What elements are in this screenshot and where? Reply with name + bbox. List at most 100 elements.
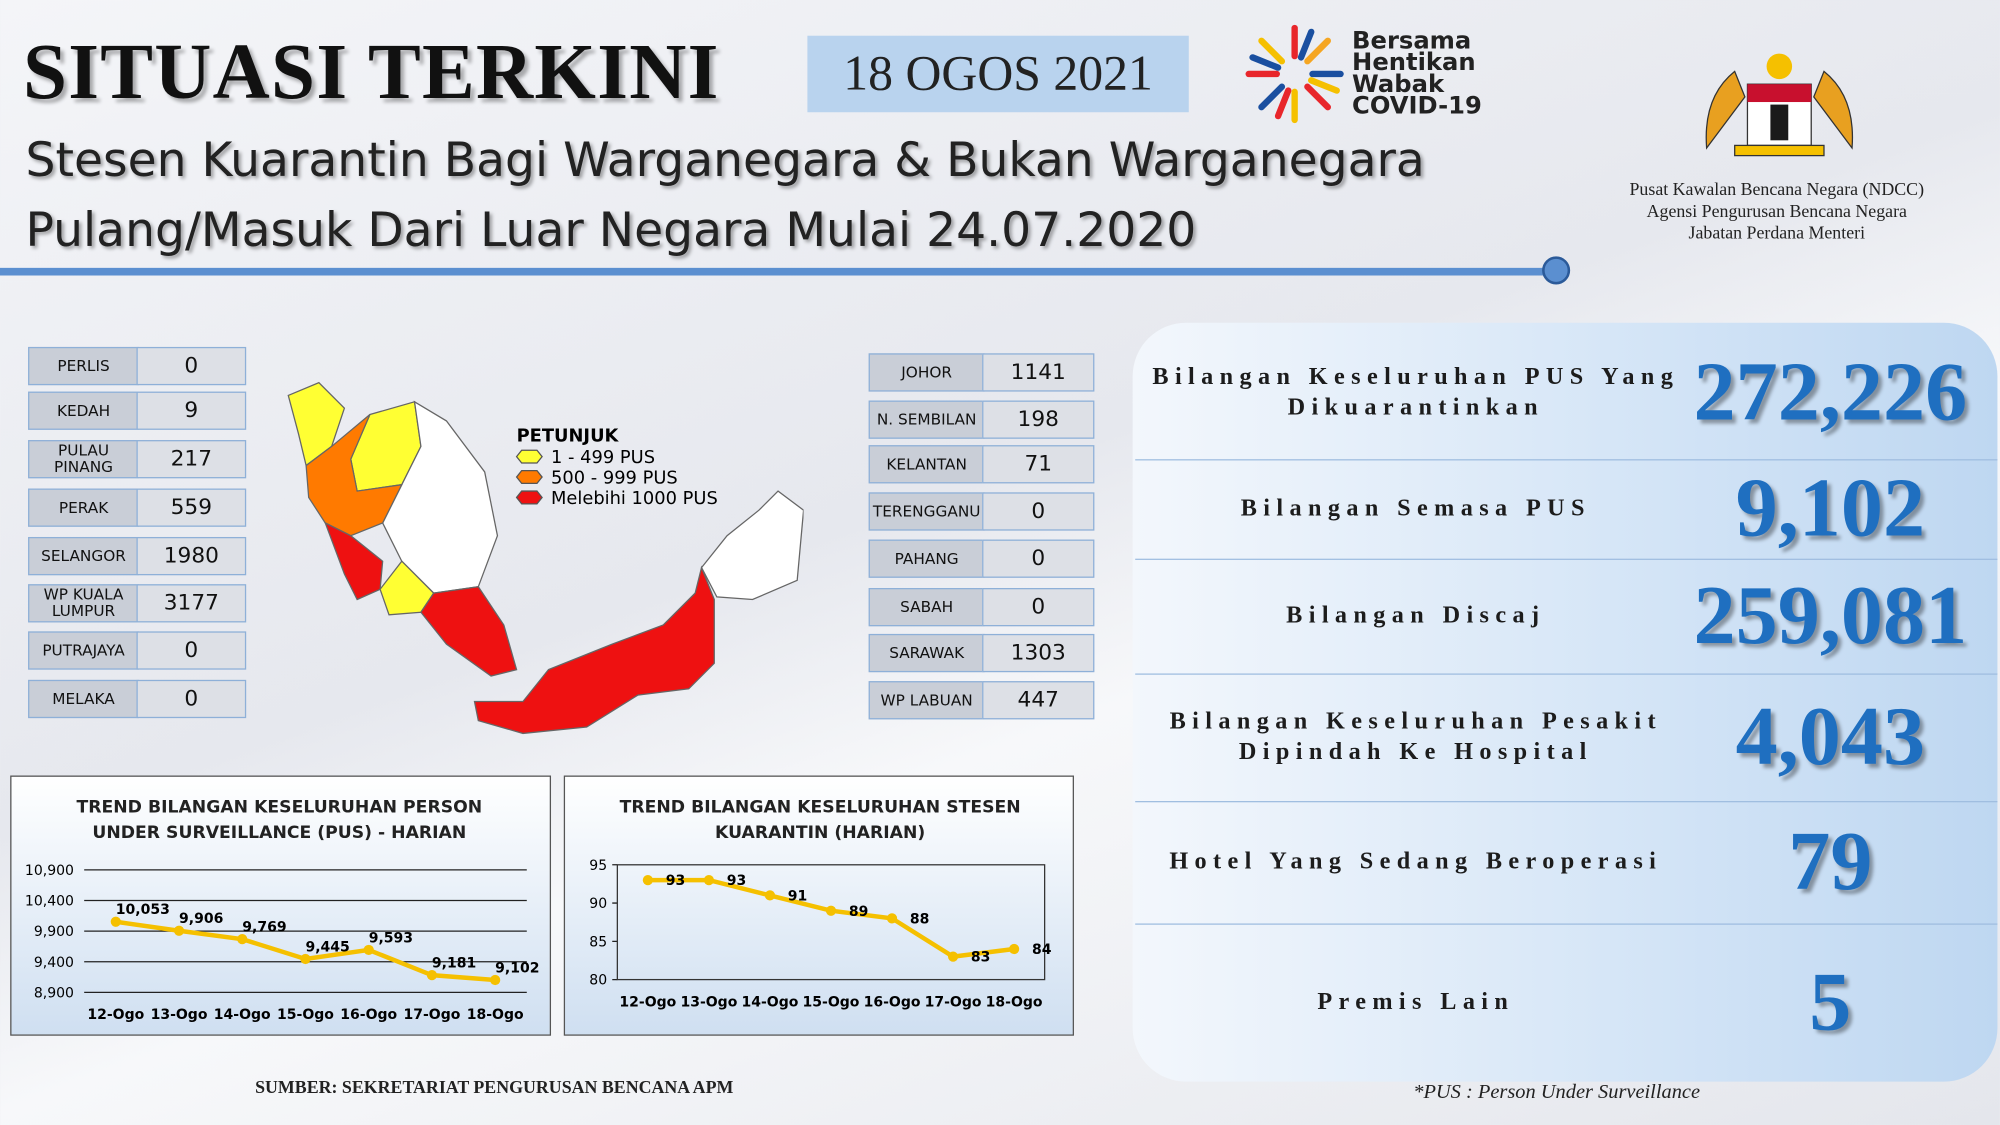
separator [1135, 459, 1998, 461]
chart-title: TREND BILANGAN KESELURUHAN STESEN KUARAN… [619, 797, 1021, 844]
state-name: KELANTAN [868, 445, 985, 484]
state-value: 1980 [136, 536, 247, 576]
rule-line [0, 267, 1546, 276]
legend-swatch [515, 490, 543, 505]
x-tick-label: 12-Ogo [87, 1007, 144, 1023]
coat-of-arms [1705, 53, 1854, 157]
source: SUMBER: SEKRETARIAT PENGURUSAN BENCANA A… [255, 1079, 734, 1099]
logo-burst [1245, 24, 1344, 124]
rule-dot [1542, 256, 1571, 285]
data-label: 9,906 [179, 911, 223, 927]
point [947, 951, 959, 962]
agency-line: Jabatan Perdana Menteri [1688, 224, 1866, 244]
legend-swatch [515, 449, 543, 464]
y-tick-label: 10,400 [25, 894, 74, 910]
separator [1135, 673, 1998, 675]
x-tick-label: 15-Ogo [803, 994, 860, 1010]
x-tick-label: 13-Ogo [680, 994, 737, 1010]
y-tick-label: 80 [589, 973, 607, 989]
stat-label: Hotel Yang Sedang Beroperasi [1169, 848, 1663, 875]
logo-line: Hentikan [1352, 48, 1476, 77]
state-name: SABAH [868, 588, 985, 627]
point [642, 874, 653, 886]
chart: 8,900 9,400 9,900 10,400 10,900 12-Ogo 13-Ogo 1… [25, 863, 540, 1023]
x-tick-label: 16-Ogo [340, 1007, 397, 1023]
state-value: 1303 [982, 633, 1095, 673]
stat-label: Premis Lain [1317, 988, 1515, 1016]
data-label: 9,181 [432, 955, 476, 971]
chart-box: TREND BILANGAN KESELURUHAN STESEN KUARAN… [563, 775, 1074, 1036]
data-label: 9,593 [369, 930, 413, 946]
state-value: 0 [136, 346, 247, 386]
x-tick-label: 13-Ogo [151, 1007, 208, 1023]
x-tick-label: 18-Ogo [467, 1007, 524, 1023]
state-value: 0 [136, 679, 247, 719]
legend-title: PETUNJUK [517, 425, 620, 446]
agency-line: Agensi Pengurusan Bencana Negara [1646, 202, 1907, 222]
data-label: 93 [727, 873, 747, 889]
point [363, 944, 374, 956]
logo-text: Bersama Hentikan Wabak COVID-19 [1352, 26, 1482, 118]
separator [1135, 923, 1998, 925]
agency: Pusat Kawalan Bencana Negara (NDCC) Agen… [1566, 180, 1987, 245]
logo-line: Wabak [1352, 70, 1445, 99]
stat-value: 5 [1809, 955, 1852, 1049]
y-tick-label: 95 [589, 858, 607, 874]
y-tick-label: 8,900 [34, 985, 74, 1001]
stat-value: 79 [1788, 815, 1873, 909]
legend-label: Melebihi 1000 PUS [551, 488, 718, 509]
subtitle: Pulang/Masuk Dari Luar Negara Mulai 24.0… [25, 202, 1197, 258]
point [764, 890, 776, 901]
state-name: WP KUALA LUMPUR [28, 584, 140, 623]
plot-frame [616, 864, 1046, 981]
state-value: 217 [136, 440, 247, 479]
data-label: 88 [910, 911, 930, 927]
subtitle: Stesen Kuarantin Bagi Warganegara & Buka… [25, 132, 1425, 188]
point [703, 874, 715, 886]
title: SITUASI TERKINI [22, 29, 720, 117]
state-name: SARAWAK [868, 633, 985, 673]
x-tick-label: 14-Ogo [741, 994, 798, 1010]
state-value: 1141 [982, 353, 1095, 392]
state-name: PERLIS [28, 346, 140, 386]
stat-value: 272,226 [1693, 345, 1968, 439]
legend-label: 500 - 999 PUS [551, 467, 678, 488]
state-value: 3177 [136, 584, 247, 623]
point [1009, 943, 1020, 955]
state-value: 9 [136, 391, 247, 430]
chart-title: TREND BILANGAN KESELURUHAN PERSON UNDER … [76, 797, 483, 844]
data-label: 9,102 [495, 960, 539, 976]
logo-line: Bersama [1352, 26, 1472, 55]
stat-label: Bilangan Semasa PUS [1240, 494, 1591, 522]
data-label: 10,053 [116, 902, 170, 918]
x-tick-label: 18-Ogo [986, 994, 1043, 1010]
state-value: 71 [982, 445, 1095, 484]
legend-swatch [515, 470, 543, 485]
state-value: 198 [982, 400, 1095, 439]
point [490, 974, 501, 986]
state-name: PAHANG [868, 539, 985, 578]
point [173, 925, 185, 936]
y-tick-label: 9,400 [34, 955, 74, 971]
stat-value: 9,102 [1735, 461, 1926, 555]
point [426, 970, 438, 981]
state-name: MELAKA [28, 679, 140, 719]
state-value: 447 [982, 681, 1095, 720]
state-value: 559 [136, 488, 247, 527]
y-tick-label: 10,900 [25, 863, 74, 879]
agency-line: Pusat Kawalan Bencana Negara (NDCC) [1629, 181, 1925, 201]
state-name: JOHOR [868, 353, 985, 392]
state-name: SELANGOR [28, 536, 140, 576]
y-tick-label: 85 [589, 934, 607, 950]
stats-panel [1132, 322, 1998, 1082]
point [886, 913, 898, 924]
state-name: N. SEMBILAN [868, 400, 985, 439]
y-tick-label: 90 [589, 896, 607, 912]
x-tick-label: 17-Ogo [925, 994, 982, 1010]
data-label: 84 [1032, 942, 1052, 958]
stat-label: Bilangan Discaj [1286, 602, 1546, 629]
